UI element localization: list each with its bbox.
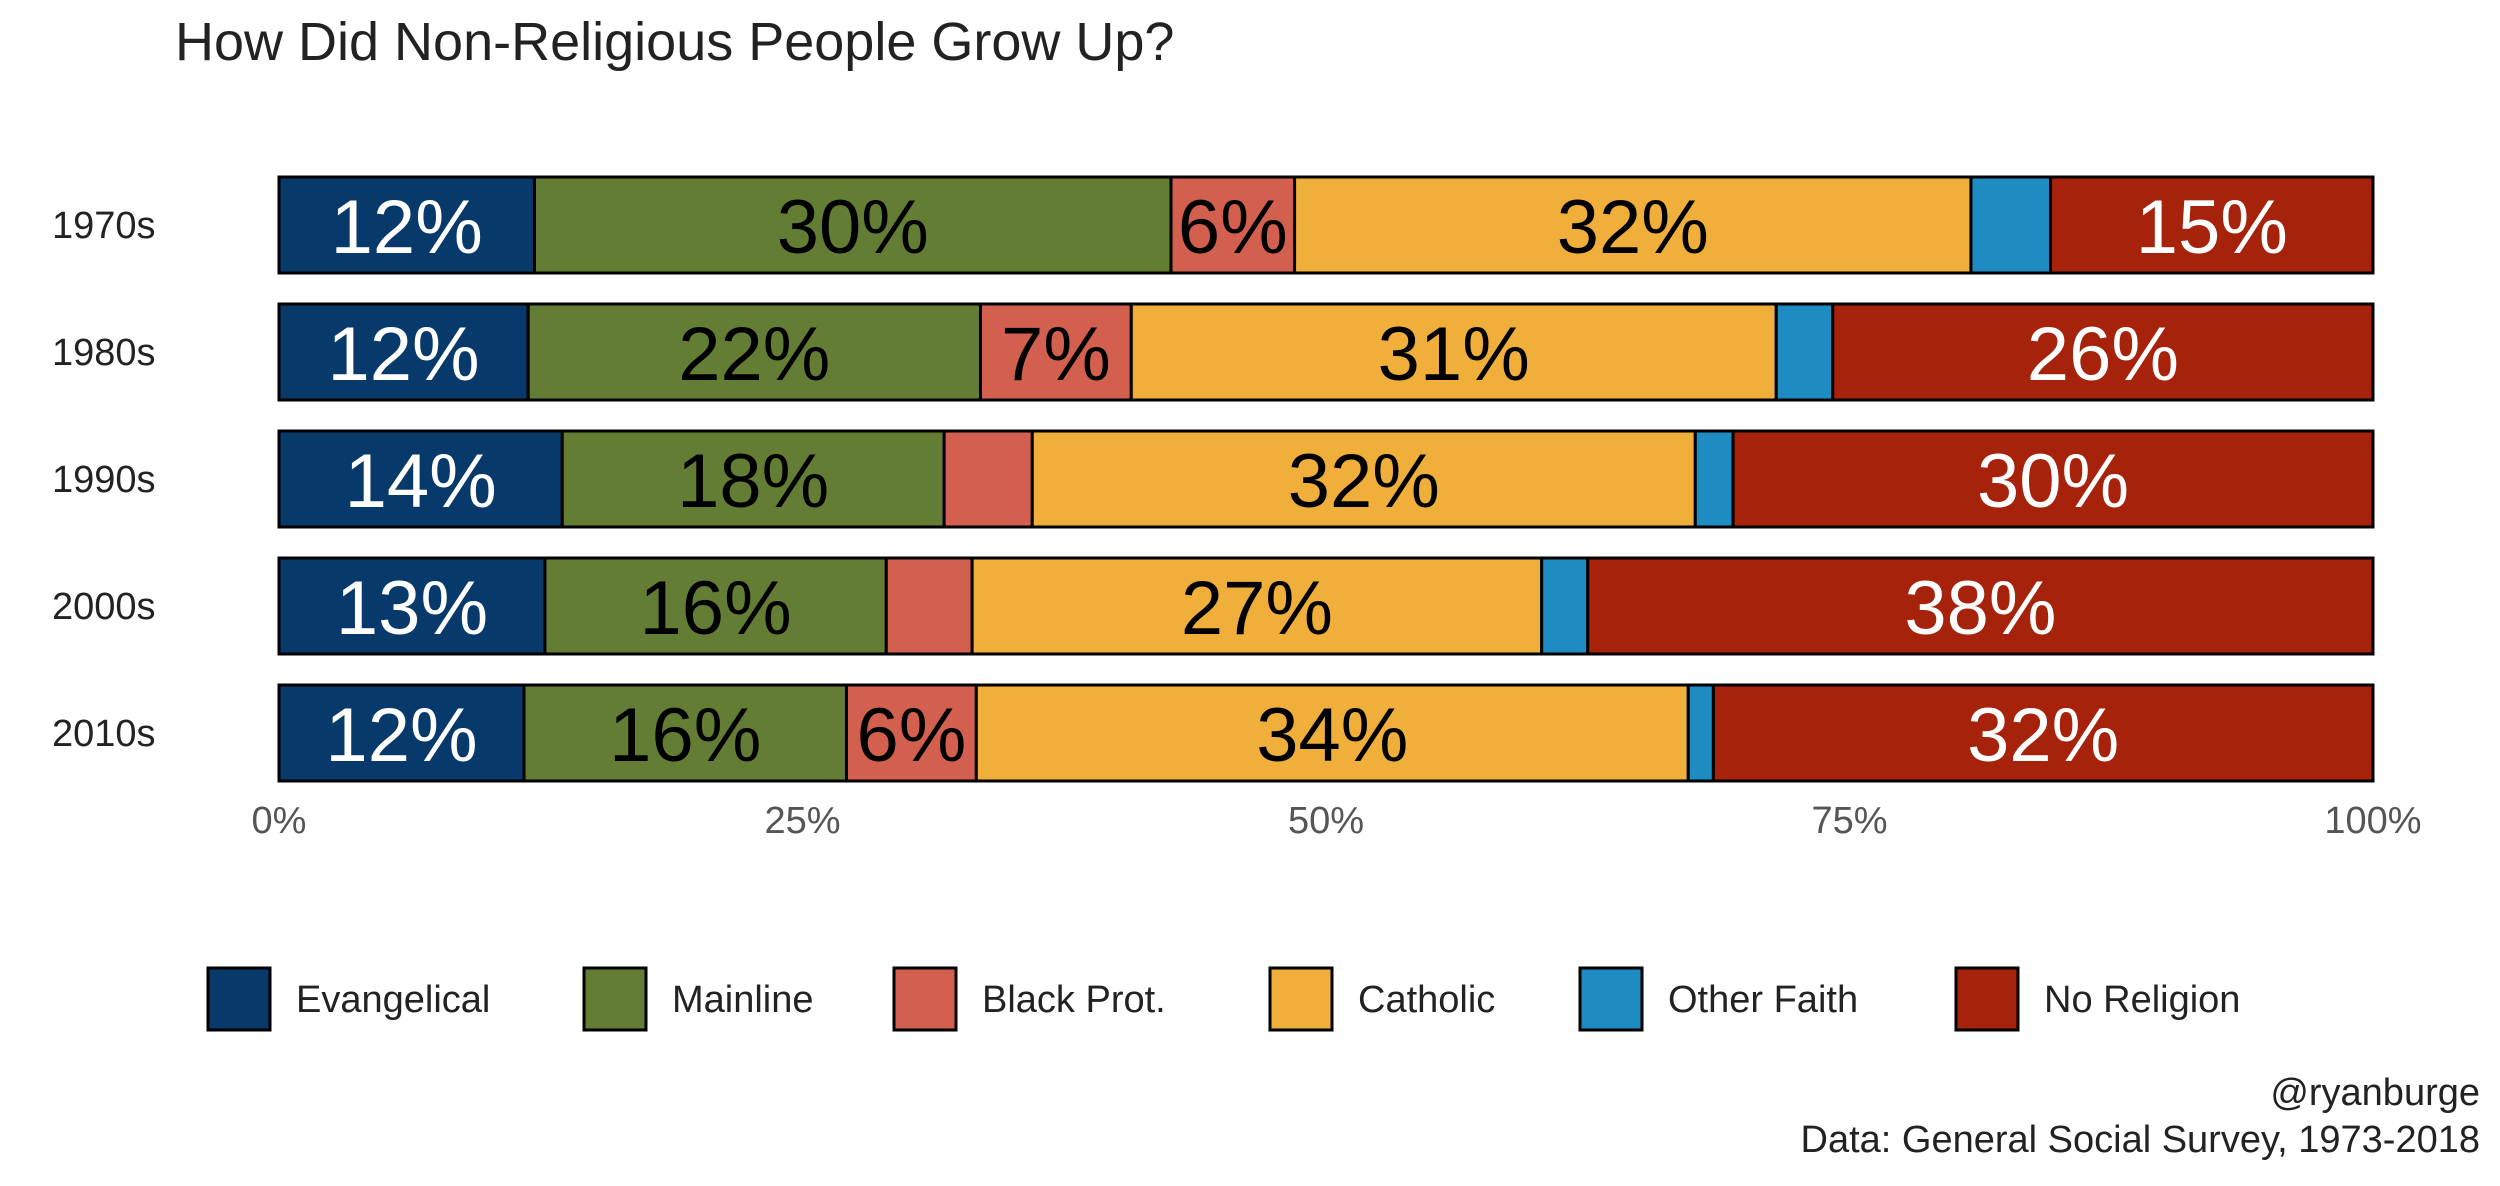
- bar-segment-evangelical: [277, 175, 536, 275]
- bar-segment-catholic: [970, 556, 1544, 656]
- data-label: 18%: [677, 439, 829, 524]
- bar-segment-mainline: [543, 556, 888, 656]
- bar-row-1970s: 1970s 12% 30% 6% 32% 15%: [52, 175, 2375, 275]
- data-label: 6%: [856, 693, 966, 778]
- data-label: 12%: [325, 693, 477, 778]
- bar-segment-catholic: [974, 683, 1690, 783]
- data-label: 22%: [678, 312, 830, 397]
- chart-title: How Did Non-Religious People Grow Up?: [175, 12, 1174, 72]
- bar-row-1990s: 1990s 14% 18% 32% 30%: [52, 429, 2375, 529]
- category-label-2010s: 2010s: [52, 713, 156, 755]
- legend-label: Evangelical: [296, 979, 490, 1021]
- data-label: 34%: [1256, 693, 1408, 778]
- data-label: 32%: [1288, 439, 1440, 524]
- data-label: 27%: [1181, 566, 1333, 651]
- data-label: 14%: [345, 439, 497, 524]
- bar-segment-other-faith: [1540, 556, 1590, 656]
- data-label: 12%: [331, 185, 483, 270]
- caption-handle: @ryanburge: [2270, 1072, 2480, 1114]
- legend-item-catholic: Catholic: [1268, 966, 1495, 1032]
- legend-item-black-prot: Black Prot.: [892, 966, 1166, 1032]
- data-label: 32%: [1557, 185, 1709, 270]
- bar-row-2000s: 2000s 13% 16% 27% 38%: [52, 556, 2375, 656]
- bar-segment-evangelical: [277, 302, 530, 402]
- x-tick-label: 50%: [1288, 800, 1364, 842]
- category-label-1970s: 1970s: [52, 205, 156, 247]
- x-tick-label: 75%: [1811, 800, 1887, 842]
- bar-segment-black-prot: [844, 683, 978, 783]
- category-label-1980s: 1980s: [52, 332, 156, 374]
- bar-segment-mainline: [532, 175, 1173, 275]
- bar-segment-other-faith: [1774, 302, 1835, 402]
- bar-segment-mainline: [526, 302, 982, 402]
- legend-label: Other Faith: [1668, 979, 1858, 1021]
- bar-segment-evangelical: [277, 683, 526, 783]
- legend-label: No Religion: [2044, 979, 2240, 1021]
- data-label: 13%: [336, 566, 488, 651]
- bar-segment-catholic: [1030, 429, 1697, 529]
- bar-segment-black-prot: [1169, 175, 1297, 275]
- bar-segment-black-prot: [942, 429, 1034, 529]
- bar-segment-other-faith: [1686, 683, 1715, 783]
- legend-item-other-faith: Other Faith: [1578, 966, 1858, 1032]
- bar-segment-no-religion: [1731, 429, 2375, 529]
- data-label: 38%: [1904, 566, 2056, 651]
- caption-source: Data: General Social Survey, 1973-2018: [1801, 1119, 2480, 1161]
- data-label: 15%: [2136, 185, 2288, 270]
- legend-swatch: [892, 966, 958, 1032]
- data-label: 30%: [777, 185, 929, 270]
- legend-swatch: [1954, 966, 2020, 1032]
- bar-segment-mainline: [522, 683, 848, 783]
- legend-swatch: [582, 966, 648, 1032]
- data-label: 6%: [1178, 185, 1288, 270]
- bar-segment-other-faith: [1693, 429, 1735, 529]
- bar-row-1980s: 1980s 12% 22% 7% 31% 26%: [52, 302, 2375, 402]
- data-label: 26%: [2027, 312, 2179, 397]
- x-tick-label: 0%: [252, 800, 307, 842]
- x-tick-label: 25%: [764, 800, 840, 842]
- bar-segment-mainline: [560, 429, 946, 529]
- bar-segment-no-religion: [2049, 175, 2375, 275]
- data-label: 16%: [640, 566, 792, 651]
- legend-label: Catholic: [1358, 979, 1495, 1021]
- bar-segment-no-religion: [1831, 302, 2375, 402]
- bar-segment-other-faith: [1969, 175, 2053, 275]
- x-tick-label: 100%: [2324, 800, 2421, 842]
- legend-swatch: [1268, 966, 1334, 1032]
- legend-label: Black Prot.: [982, 979, 1166, 1021]
- data-label: 16%: [609, 693, 761, 778]
- legend-swatch: [1578, 966, 1644, 1032]
- bar-segment-black-prot: [884, 556, 974, 656]
- legend-label: Mainline: [672, 979, 814, 1021]
- bar-segment-no-religion: [1711, 683, 2375, 783]
- bar-segment-black-prot: [978, 302, 1133, 402]
- data-label: 30%: [1977, 439, 2129, 524]
- bar-row-2010s: 2010s 12% 16% 6% 34% 32%: [52, 683, 2375, 783]
- data-label: 12%: [328, 312, 480, 397]
- data-label: 7%: [1001, 312, 1111, 397]
- data-label: 31%: [1378, 312, 1530, 397]
- data-label: 32%: [1967, 693, 2119, 778]
- legend-item-mainline: Mainline: [582, 966, 814, 1032]
- category-label-1990s: 1990s: [52, 459, 156, 501]
- bar-segment-catholic: [1129, 302, 1778, 402]
- bar-segment-no-religion: [1586, 556, 2375, 656]
- legend-item-no-religion: No Religion: [1954, 966, 2240, 1032]
- legend-swatch: [206, 966, 272, 1032]
- legend-item-evangelical: Evangelical: [206, 966, 490, 1032]
- category-label-2000s: 2000s: [52, 586, 156, 628]
